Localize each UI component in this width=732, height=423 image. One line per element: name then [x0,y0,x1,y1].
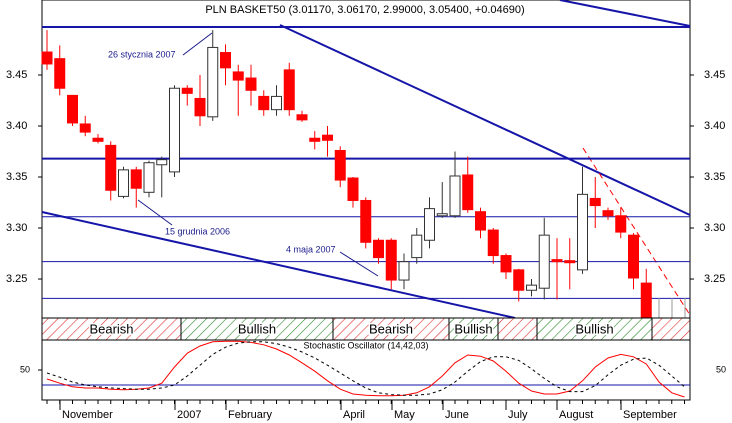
candle-body [462,174,474,211]
y-tick-label: 3.35 [704,171,725,183]
candle-body [589,197,601,207]
candle-body [54,58,66,89]
candle-body [577,193,588,271]
x-tick-label: May [394,409,415,421]
oscillator-line [46,340,685,398]
y-tick-label: 3.25 [6,273,27,285]
candle-body [526,284,537,291]
candle-body [373,239,384,259]
candle-body [118,169,129,197]
annotation-leader [182,32,213,56]
annotation: 26 stycznia 2007 [108,49,176,59]
candle-body [322,134,333,141]
candle-body [424,208,435,241]
candle-body [258,95,270,111]
x-tick-label: June [445,409,469,421]
candle-body [105,144,117,191]
sentiment-band [497,317,538,341]
candle-body [296,114,308,121]
annotation: 15 grudnia 2006 [165,226,230,236]
candle-body [232,71,244,81]
candle-body [602,210,614,217]
y-tick-label: 3.25 [704,273,725,285]
x-tick-label: 2007 [177,409,201,421]
y-tick-label: 50 [716,364,726,374]
dashed-trend [582,147,691,316]
candle-body [347,177,359,201]
y-tick-label: 3.45 [704,69,725,81]
candle-body [207,46,219,118]
y-tick-label: 3.35 [6,171,27,183]
candle-body [487,229,499,257]
candle-body [245,77,257,91]
candle-body [169,87,180,173]
candle-body [309,137,321,142]
y-tick-label: 3.30 [704,222,725,234]
y-tick-label: 50 [20,364,30,374]
y-tick-label: 3.40 [6,120,27,132]
candle-body [449,175,461,217]
chart-title: PLN BASKET50 (3.01170, 3.06170, 2.99000,… [205,4,524,16]
x-tick-label: September [623,409,677,421]
sentiment-band [651,317,691,341]
candle-body [411,234,423,259]
band-label: Bullish [575,321,613,336]
candle-body [220,52,231,69]
trend-line [279,24,691,216]
y-tick-label: 3.45 [6,69,27,81]
candle-body [398,261,410,281]
candle-body [92,137,104,142]
band-label: Bearish [369,321,413,336]
x-tick-label: February [228,409,273,421]
candle-body [360,199,372,243]
annotation-leader [137,199,173,226]
candle-body [564,260,576,264]
candle-body [181,87,193,94]
x-tick-label: August [559,409,593,421]
candle-body [143,162,155,193]
candle-body [41,51,53,65]
candle-body [79,123,91,133]
x-tick-label: November [62,409,113,421]
oscillator-title: Stochastic Oscillator (14,42,03) [303,340,428,350]
y-tick-label: 3.40 [704,120,725,132]
candle-body [130,169,142,189]
candle-body [385,239,397,281]
candle-body [615,215,627,233]
candle-body [475,211,486,231]
band-label: Bearish [89,321,133,336]
x-tick-label: July [508,409,528,421]
candle-body [334,149,346,181]
candle-body [283,69,295,111]
candle-body [271,95,282,111]
candle-body [628,234,639,279]
candle-body [500,255,512,273]
candle-body [436,213,448,217]
candle-body [538,234,550,289]
candle-body [640,282,652,319]
x-tick-label: April [343,409,365,421]
annotation: 4 maja 2007 [286,244,336,254]
trend-line [41,211,516,319]
annotation-leader [339,251,379,277]
plot [41,26,690,319]
oscillator-line [46,341,685,396]
y-tick-label: 3.30 [6,222,27,234]
candle-body [551,259,563,263]
candle-body [194,97,206,117]
candle-body [67,94,78,124]
candle-body [156,159,168,166]
candle-body [513,269,525,291]
band-label: Bullish [454,321,492,336]
trend-line [559,0,691,27]
band-label: Bullish [238,321,276,336]
